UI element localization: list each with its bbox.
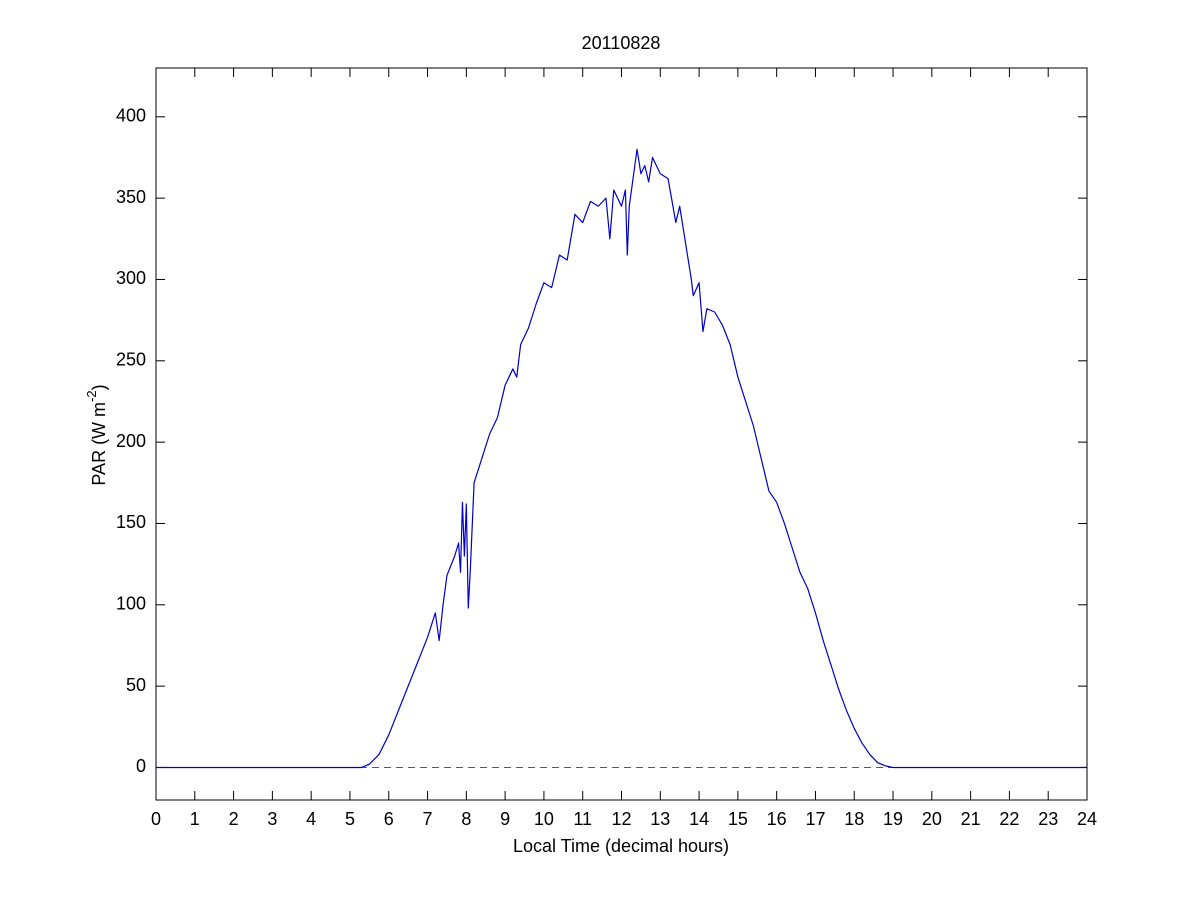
x-tick-label: 19 — [883, 809, 903, 829]
x-tick-label: 3 — [267, 809, 277, 829]
x-tick-label: 7 — [423, 809, 433, 829]
y-tick-label: 150 — [116, 512, 146, 532]
x-tick-label: 23 — [1038, 809, 1058, 829]
x-tick-label: 11 — [573, 809, 592, 829]
x-axis-label: Local Time (decimal hours) — [513, 836, 729, 856]
x-tick-label: 18 — [844, 809, 864, 829]
y-axis-label-text: PAR (W m — [89, 402, 109, 486]
y-tick-label: 300 — [116, 268, 146, 288]
x-tick-label: 15 — [728, 809, 748, 829]
x-tick-label: 12 — [611, 809, 631, 829]
y-tick-label: 100 — [116, 594, 146, 614]
x-tick-label: 5 — [345, 809, 355, 829]
x-tick-label: 24 — [1077, 809, 1097, 829]
x-tick-label: 0 — [151, 809, 161, 829]
x-tick-label: 2 — [229, 809, 239, 829]
y-tick-label: 400 — [116, 106, 146, 126]
x-tick-label: 22 — [999, 809, 1019, 829]
x-tick-label: 21 — [961, 809, 981, 829]
x-tick-label: 1 — [190, 809, 200, 829]
y-axis-label-superscript: -2 — [84, 390, 99, 402]
x-tick-label: 14 — [689, 809, 709, 829]
x-tick-label: 17 — [805, 809, 825, 829]
x-tick-label: 10 — [534, 809, 554, 829]
y-axis-label-suffix: ) — [89, 384, 109, 390]
data-line — [156, 148, 1087, 769]
y-tick-label: 250 — [116, 350, 146, 370]
x-tick-label: 4 — [306, 809, 316, 829]
x-tick-label: 16 — [767, 809, 787, 829]
y-tick-label: 50 — [126, 675, 146, 695]
y-tick-label: 200 — [116, 431, 146, 451]
x-tick-label: 6 — [384, 809, 394, 829]
y-axis-label: PAR (W m-2) — [84, 384, 108, 485]
x-tick-label: 9 — [500, 809, 510, 829]
y-tick-label: 350 — [116, 187, 146, 207]
plot-frame — [155, 67, 1088, 801]
x-tick-label: 8 — [461, 809, 471, 829]
y-tick-label: 0 — [136, 756, 146, 776]
x-tick-label: 20 — [922, 809, 942, 829]
chart-title: 20110828 — [582, 33, 661, 53]
x-tick-label: 13 — [650, 809, 670, 829]
